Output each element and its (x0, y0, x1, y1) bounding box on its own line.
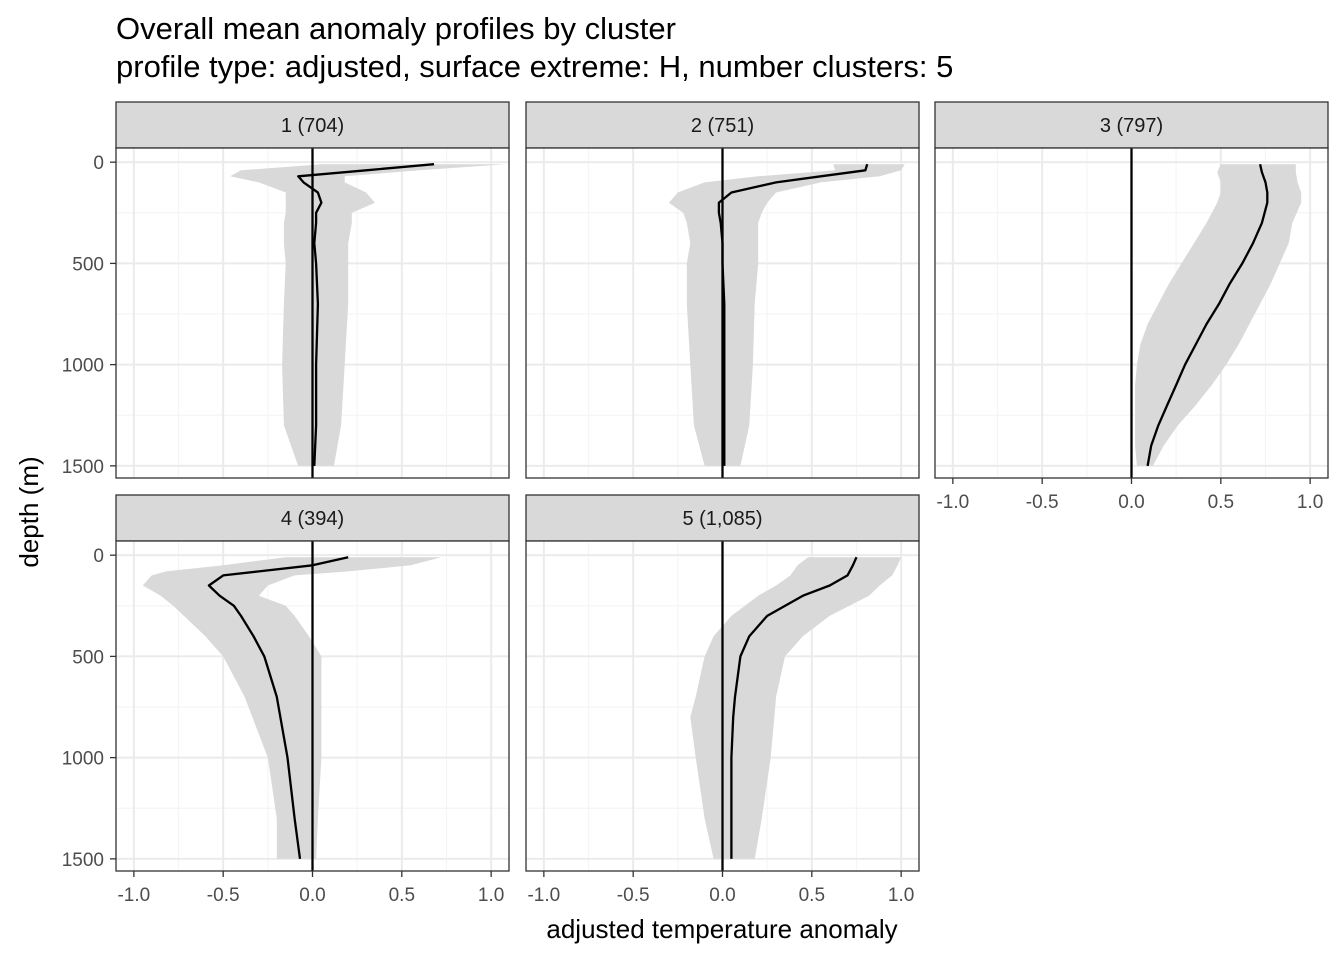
anomaly-range-ribbon (690, 557, 902, 859)
chart-subtitle: profile type: adjusted, surface extreme:… (116, 49, 954, 84)
y-tick-label: 500 (72, 254, 104, 275)
mean-anomaly-line (730, 556, 858, 859)
panel-border (115, 147, 510, 479)
x-tick-label: -1.0 (527, 885, 560, 906)
x-tick-label: 0.5 (389, 885, 415, 906)
x-tick-label: -0.5 (207, 885, 240, 906)
x-tick-label: 1.0 (1297, 492, 1323, 513)
y-tick-label: 0 (93, 153, 104, 174)
x-tick-label: 0.0 (299, 885, 325, 906)
x-tick-label: 0.5 (799, 885, 825, 906)
mean-anomaly-line (717, 163, 869, 466)
x-tick-label: 0.0 (1118, 492, 1144, 513)
facet-panels: 1 (704) 2 (751) 3 (797) 4 (394) 5 (1,085) (115, 101, 1329, 872)
facet-strip (115, 494, 510, 542)
facet-strip-label: 3 (797) (1100, 115, 1163, 137)
y-tick-label: 1000 (62, 749, 104, 770)
facet-strip (525, 101, 920, 149)
x-tick-label: -0.5 (617, 885, 650, 906)
anomaly-range-ribbon (230, 164, 506, 466)
x-tick-label: -1.0 (936, 492, 969, 513)
panel-border (525, 147, 920, 479)
anomaly-range-ribbon (668, 164, 905, 466)
x-tick-label: -1.0 (117, 885, 150, 906)
facet-axes: 0 500 1000 1500 -1.0 -0.5 0.0 0.5 1.0 0 500 1000 150… (62, 153, 1324, 906)
y-axis-title: depth (m) (14, 456, 44, 567)
facet-strip (525, 494, 920, 542)
facet-strip-label: 1 (704) (281, 115, 344, 137)
x-tick-label: -0.5 (1026, 492, 1059, 513)
x-tick-label: 1.0 (888, 885, 914, 906)
anomaly-range-ribbon (142, 557, 442, 859)
mean-anomaly-line (297, 163, 435, 466)
x-tick-label: 0.5 (1208, 492, 1234, 513)
x-tick-label: 0.0 (709, 885, 735, 906)
x-axis-title: adjusted temperature anomaly (546, 914, 897, 944)
facet-panel-1: 1 (704) (115, 101, 510, 479)
y-tick-label: 1000 (62, 356, 104, 377)
facet-panel-5: 5 (1,085) (525, 494, 920, 872)
facet-panel-2: 2 (751) (525, 101, 920, 479)
chart-title-block: Overall mean anomaly profiles by cluster… (116, 10, 953, 86)
y-tick-label: 1500 (62, 457, 104, 478)
x-tick-label: 1.0 (478, 885, 504, 906)
chart-title: Overall mean anomaly profiles by cluster (116, 11, 676, 46)
anomaly-range-ribbon (1135, 164, 1302, 466)
facet-strip-label: 5 (1,085) (682, 508, 762, 530)
mean-anomaly-line (1146, 163, 1269, 467)
y-tick-label: 1500 (62, 850, 104, 871)
facet-strip-label: 4 (394) (281, 508, 344, 530)
y-tick-label: 500 (72, 647, 104, 668)
facet-strip-label: 2 (751) (691, 115, 754, 137)
facet-panel-4: 4 (394) (115, 494, 510, 872)
facet-panel-3: 3 (797) (934, 101, 1329, 479)
mean-anomaly-line (207, 556, 349, 860)
y-tick-label: 0 (93, 546, 104, 567)
